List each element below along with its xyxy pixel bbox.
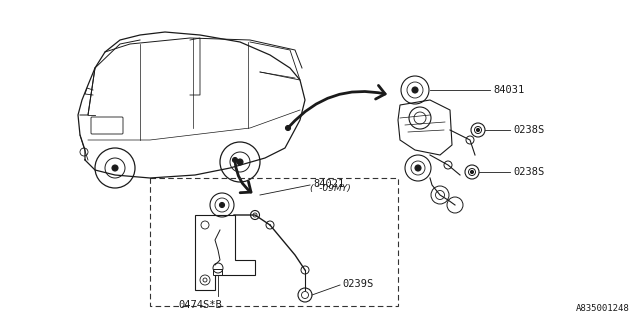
FancyArrowPatch shape [236, 163, 251, 193]
Circle shape [285, 125, 291, 131]
Text: 0474S*B: 0474S*B [178, 300, 222, 310]
Text: A835001248: A835001248 [576, 304, 630, 313]
Text: 84021: 84021 [313, 179, 344, 189]
Circle shape [112, 165, 118, 171]
Circle shape [412, 87, 418, 93]
Circle shape [415, 165, 421, 171]
Circle shape [237, 159, 243, 165]
Text: 84031: 84031 [493, 85, 524, 95]
Text: ( ‘-09MY): ( ‘-09MY) [310, 183, 351, 193]
Circle shape [470, 171, 474, 173]
Circle shape [232, 157, 237, 163]
Text: 0239S: 0239S [342, 279, 373, 289]
Circle shape [220, 203, 225, 207]
FancyArrowPatch shape [290, 85, 385, 126]
Text: 0238S: 0238S [513, 167, 544, 177]
Bar [150, 178, 398, 306]
Circle shape [477, 129, 479, 132]
Text: 0238S: 0238S [513, 125, 544, 135]
